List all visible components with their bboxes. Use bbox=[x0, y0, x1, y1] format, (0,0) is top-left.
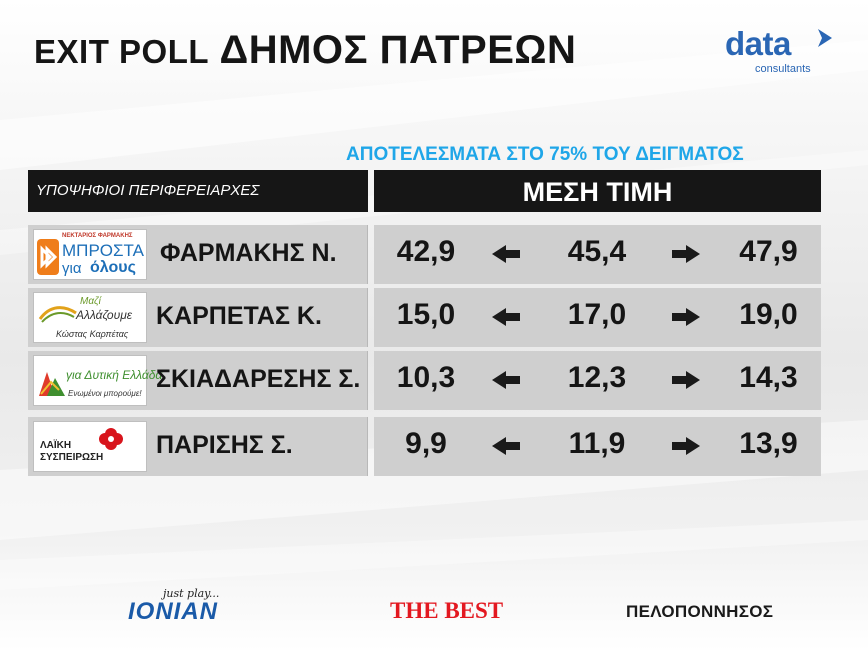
logo-line2: Ενωμένοι μπορούμε! bbox=[68, 389, 142, 398]
logo-line3: Κώστας Καρπέτας bbox=[56, 329, 129, 339]
arrow-left-icon bbox=[492, 437, 520, 455]
logo-line1: για Δυτική Ελλάδα bbox=[66, 368, 163, 382]
ionian-logo: IONIAN bbox=[128, 598, 218, 625]
logo-line2: Αλλάζουμε bbox=[76, 308, 133, 322]
ionian-tagline: just play... bbox=[163, 587, 220, 600]
title-main: ΔΗΜΟΣ ΠΑΤΡΕΩΝ bbox=[219, 28, 577, 72]
peloponnisos-logo: ΠΕΛΟΠΟΝΝΗΣΟΣ bbox=[626, 602, 774, 621]
logo-line2: ΣΥΣΠΕΙΡΩΣΗ bbox=[40, 452, 104, 463]
dytiki-ellada-logo: για Δυτική Ελλάδα Ενωμένοι μπορούμε! bbox=[33, 355, 162, 406]
arrow-right-icon bbox=[672, 245, 700, 263]
range-low-value: 10,3 bbox=[396, 361, 456, 394]
average-value: 11,9 bbox=[568, 427, 626, 460]
arrow-left-icon bbox=[492, 308, 520, 326]
range-low-value: 9,9 bbox=[405, 427, 447, 460]
mountains-icon bbox=[39, 372, 65, 396]
logo-line3b: όλους bbox=[90, 259, 136, 276]
header-candidates-label: ΥΠΟΨΗΦΙΟΙ ΠΕΡΙΦΕΡΕΙΑΡΧΕΣ bbox=[36, 182, 260, 199]
header-average: ΜΕΣΗ ΤΙΜΗ bbox=[374, 170, 821, 212]
arrow-right-icon bbox=[672, 371, 700, 389]
header-average-label: ΜΕΣΗ ΤΙΜΗ bbox=[522, 177, 673, 207]
mazi-allazoume-logo: Μαζί Αλλάζουμε Κώστας Καρπέτας bbox=[33, 292, 147, 343]
logo-line3a: για bbox=[62, 260, 82, 277]
logo-line1: Μαζί bbox=[80, 296, 101, 307]
candidate-cell: ΛΑΪΚΗ ΣΥΣΠΕΙΡΩΣΗ ΠΑΡΙΣΗΣ Σ. bbox=[28, 417, 368, 476]
swoosh-icon bbox=[38, 306, 77, 323]
candidate-cell: ΝΕΚΤΑΡΙΟΣ ΦΑΡΜΑΚΗΣ ΜΠΡΟΣΤΑ για όλους ΦΑΡΜΑΚΗ… bbox=[28, 225, 368, 284]
logo-line2: ΜΠΡΟΣΤΑ bbox=[62, 241, 144, 260]
candidate-name: ΦΑΡΜΑΚΗΣ Ν. bbox=[160, 239, 337, 267]
mprosta-arrow-icon bbox=[37, 239, 59, 275]
logo-line1: ΛΑΪΚΗ bbox=[40, 440, 72, 451]
average-value: 12,3 bbox=[567, 361, 627, 394]
average-value: 45,4 bbox=[567, 235, 627, 268]
brand-arrow-icon bbox=[818, 29, 832, 47]
range-low-value: 42,9 bbox=[396, 235, 456, 268]
header-candidates: ΥΠΟΨΗΦΙΟΙ ΠΕΡΙΦΕΡΕΙΑΡΧΕΣ bbox=[28, 170, 368, 212]
arrow-right-icon bbox=[672, 308, 700, 326]
values-cell: 9,9 11,9 13,9 bbox=[374, 417, 821, 476]
title-prefix: EXIT POLL bbox=[34, 33, 210, 70]
sample-subtitle: ΑΠΟΤΕΛΕΣΜΑΤΑ ΣΤΟ 75% ΤΟΥ ΔΕΙΓΜΑΤΟΣ bbox=[346, 144, 744, 165]
arrow-left-icon bbox=[492, 245, 520, 263]
candidate-name: ΣΚΙΑΔΑΡΕΣΗΣ Σ. bbox=[156, 365, 361, 393]
range-high-value: 14,3 bbox=[739, 361, 798, 394]
brand-sub: consultants bbox=[755, 63, 811, 75]
thebest-logo: THE BEST bbox=[390, 598, 504, 623]
logo-line1: ΝΕΚΤΑΡΙΟΣ ΦΑΡΜΑΚΗΣ bbox=[62, 233, 133, 239]
values-cell: 10,3 12,3 14,3 bbox=[374, 351, 821, 410]
red-flower-icon bbox=[99, 428, 123, 450]
values-cell: 15,0 17,0 19,0 bbox=[374, 288, 821, 347]
range-low-value: 15,0 bbox=[396, 298, 456, 331]
candidate-cell: Μαζί Αλλάζουμε Κώστας Καρπέτας ΚΑΡΠΕΤΑΣ Κ. bbox=[28, 288, 368, 347]
range-high-value: 47,9 bbox=[739, 235, 798, 268]
arrow-right-icon bbox=[672, 437, 700, 455]
values-cell: 42,9 45,4 47,9 bbox=[374, 225, 821, 284]
range-high-value: 19,0 bbox=[739, 298, 798, 331]
mprosta-logo: ΝΕΚΤΑΡΙΟΣ ΦΑΡΜΑΚΗΣ ΜΠΡΟΣΤΑ για όλους bbox=[33, 229, 147, 280]
page-title: EXIT POLL ΔΗΜΟΣ ΠΑΤΡΕΩΝ bbox=[34, 30, 576, 70]
brand-word: data bbox=[725, 25, 791, 62]
data-consultants-logo: data consultants bbox=[725, 27, 835, 77]
arrow-left-icon bbox=[492, 371, 520, 389]
candidate-cell: για Δυτική Ελλάδα Ενωμένοι μπορούμε! ΣΚΙΑΔ… bbox=[28, 351, 368, 410]
laiki-syspeirosi-logo: ΛΑΪΚΗ ΣΥΣΠΕΙΡΩΣΗ bbox=[33, 421, 147, 472]
candidate-name: ΚΑΡΠΕΤΑΣ Κ. bbox=[156, 302, 322, 330]
range-high-value: 13,9 bbox=[739, 427, 798, 460]
candidate-name: ΠΑΡΙΣΗΣ Σ. bbox=[156, 431, 293, 459]
average-value: 17,0 bbox=[567, 298, 627, 331]
